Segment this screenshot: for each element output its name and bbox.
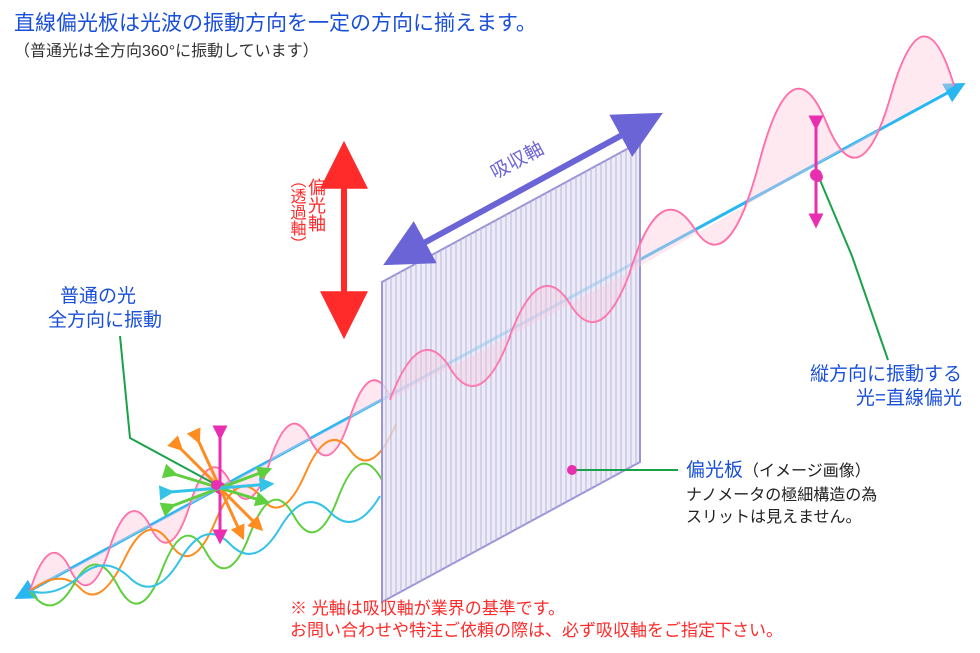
polarization-axis-label-1: 偏光軸 [306,178,326,232]
svg-text:光=直線偏光: 光=直線偏光 [856,387,962,409]
linear-light-label: 縦方向に振動する 光=直線偏光 [810,172,962,409]
note-line-2: お問い合わせや特注ご依頼の際は、必ず吸収軸をご指定下さい。 [290,621,783,640]
polarized-wave [630,36,954,272]
ordinary-light-label: 普通の光 全方向に振動 [48,285,221,490]
svg-text:縦方向に振動する: 縦方向に振動する [810,363,962,385]
diagram-title: 直線偏光板は光波の振動方向を一定の方向に揃えます。 [14,12,537,35]
absorption-axis-label: 吸収軸 [487,138,548,184]
polarizer-label: 偏光板（イメージ画像） ナノメータの極細構造の為 スリットは見えません。 [567,459,877,526]
polarization-axis-label-2: （透過軸） [288,172,307,252]
svg-text:スリットは見えません。: スリットは見えません。 [686,508,862,526]
diagram-subtitle: （普通光は全方向360°に振動しています） [14,42,319,60]
svg-text:全方向に振動: 全方向に振動 [48,309,162,331]
note-line-1: ※ 光軸は吸収軸が業界の基準です。 [290,599,565,618]
svg-text:偏光板（イメージ画像）: 偏光板（イメージ画像） [686,459,871,481]
svg-text:ナノメータの極細構造の為: ナノメータの極細構造の為 [686,486,877,504]
polarization-diagram: 直線偏光板は光波の振動方向を一定の方向に揃えます。 （普通光は全方向360°に振… [0,0,980,653]
svg-text:普通の光: 普通の光 [60,285,136,307]
